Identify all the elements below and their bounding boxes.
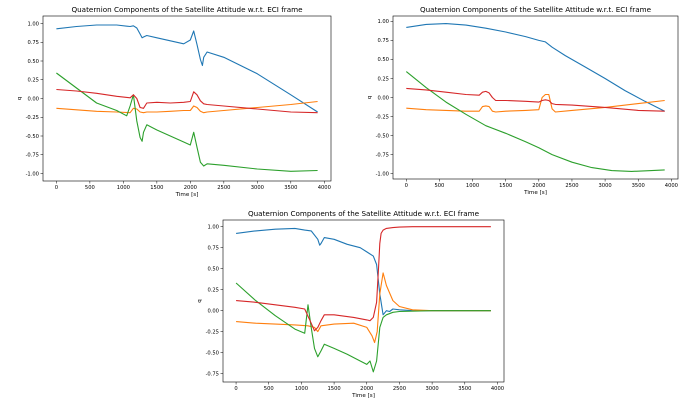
x-tick-label: 1000 — [295, 386, 308, 392]
y-tick-label: -1.00 — [376, 171, 389, 177]
q2-series — [406, 93, 665, 113]
x-tick-label: 0 — [234, 386, 237, 392]
y-tick-label: -0.75 — [376, 152, 389, 158]
q2-series — [236, 272, 491, 344]
y-tick-label: 1.00 — [377, 19, 389, 25]
x-axis-label: Time [s] — [175, 192, 199, 198]
q4-series — [236, 226, 491, 332]
x-axis-label: Time [s] — [523, 190, 547, 196]
q1-series — [56, 24, 318, 113]
chart-title: Quaternion Components of the Satellite A… — [71, 5, 303, 14]
chart-svg: Quaternion Components of the Satellite A… — [367, 5, 679, 196]
q2-series — [56, 100, 318, 114]
y-axis-label: q — [197, 299, 203, 303]
y-tick-label: -0.25 — [376, 114, 389, 120]
chart-top-left: Quaternion Components of the Satellite A… — [0, 0, 345, 200]
chart-svg: Quaternion Components of the Satellite A… — [197, 209, 505, 399]
y-tick-label: 1.00 — [27, 21, 39, 27]
y-tick-label: -1.00 — [26, 171, 39, 177]
q3-series — [405, 71, 665, 172]
x-tick-label: 500 — [264, 386, 274, 392]
x-tick-label: 3000 — [251, 185, 264, 191]
x-tick-label: 4000 — [665, 183, 678, 189]
chart-title: Quaternion Components of the Satellite A… — [248, 209, 480, 218]
x-tick-label: 2500 — [565, 183, 578, 189]
x-tick-label: 0 — [55, 185, 58, 191]
x-tick-label: 3500 — [458, 386, 471, 392]
chart-title: Quaternion Components of the Satellite A… — [420, 5, 652, 14]
y-tick-label: 0.50 — [377, 57, 389, 63]
plot-area — [405, 23, 665, 172]
x-tick-label: 2000 — [360, 386, 373, 392]
y-tick-label: -0.75 — [206, 371, 219, 377]
q3-series — [235, 282, 491, 373]
x-tick-label: 3500 — [632, 183, 645, 189]
y-tick-label: -0.50 — [26, 134, 39, 140]
q3-series — [56, 72, 318, 172]
q1-series — [236, 227, 491, 316]
y-tick-label: -0.25 — [26, 115, 39, 121]
plot-area — [235, 226, 491, 373]
x-tick-label: 500 — [85, 185, 95, 191]
y-tick-label: 0.00 — [377, 95, 389, 101]
y-tick-label: 0.75 — [207, 245, 219, 251]
x-tick-label: 1500 — [499, 183, 512, 189]
chart-svg: Quaternion Components of the Satellite A… — [17, 5, 332, 198]
x-tick-label: 1500 — [150, 185, 163, 191]
chart-bottom: Quaternion Components of the Satellite A… — [175, 204, 515, 404]
y-tick-label: 0.75 — [27, 40, 39, 46]
x-axis-label: Time [s] — [351, 393, 375, 399]
y-tick-label: 1.00 — [207, 225, 219, 231]
x-tick-label: 3500 — [284, 185, 297, 191]
x-tick-label: 0 — [405, 183, 408, 189]
x-tick-label: 4000 — [491, 386, 504, 392]
x-tick-label: 4000 — [318, 185, 331, 191]
x-tick-label: 2000 — [532, 183, 545, 189]
q4-series — [56, 88, 318, 114]
y-tick-label: -0.25 — [206, 329, 219, 335]
x-tick-label: 3000 — [598, 183, 611, 189]
axes-frame — [222, 219, 505, 383]
y-tick-label: 0.50 — [207, 266, 219, 272]
axes-frame — [392, 15, 679, 180]
x-tick-label: 500 — [434, 183, 444, 189]
y-tick-label: 0.00 — [207, 308, 219, 314]
q4-series — [406, 87, 665, 112]
axes-frame — [42, 15, 332, 182]
x-tick-label: 2500 — [393, 386, 406, 392]
y-tick-label: -0.75 — [26, 153, 39, 159]
y-tick-label: 0.75 — [377, 38, 389, 44]
chart-top-right: Quaternion Components of the Satellite A… — [345, 0, 690, 200]
y-axis-label: q — [367, 95, 373, 99]
x-tick-label: 3000 — [426, 386, 439, 392]
x-tick-label: 2000 — [184, 185, 197, 191]
y-tick-label: -0.50 — [206, 350, 219, 356]
plot-area — [56, 24, 318, 172]
y-axis-label: q — [17, 96, 23, 100]
x-tick-label: 2500 — [217, 185, 230, 191]
y-tick-label: 0.50 — [27, 59, 39, 65]
y-tick-label: 0.25 — [377, 76, 389, 82]
x-tick-label: 1500 — [327, 386, 340, 392]
y-tick-label: -0.50 — [376, 133, 389, 139]
q1-series — [406, 23, 665, 112]
y-tick-label: 0.00 — [27, 96, 39, 102]
y-tick-label: 0.25 — [207, 287, 219, 293]
y-tick-label: 0.25 — [27, 78, 39, 84]
x-tick-label: 1000 — [466, 183, 479, 189]
x-tick-label: 1000 — [117, 185, 130, 191]
